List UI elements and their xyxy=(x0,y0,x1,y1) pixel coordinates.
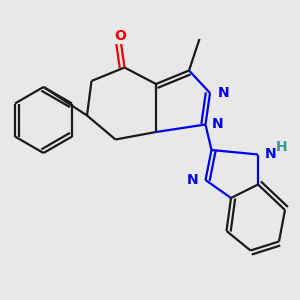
Text: N: N xyxy=(186,173,198,187)
Text: O: O xyxy=(114,29,126,43)
Text: N: N xyxy=(212,118,224,131)
Text: H: H xyxy=(276,140,288,154)
Text: N: N xyxy=(265,148,276,161)
Text: N: N xyxy=(218,86,229,100)
